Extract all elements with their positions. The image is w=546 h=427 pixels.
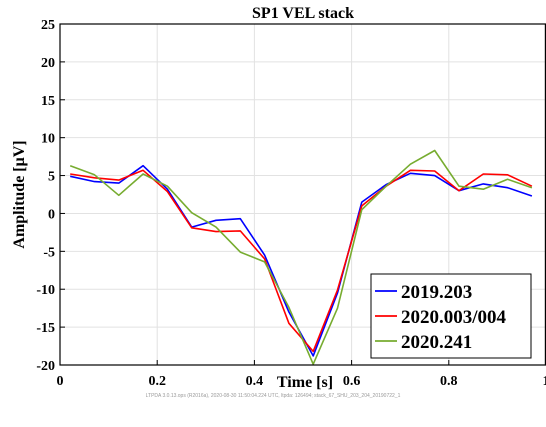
y-tick-label: -5 xyxy=(43,245,55,260)
x-tick-label: 0.6 xyxy=(343,374,361,389)
y-tick-label: 5 xyxy=(48,170,55,185)
legend: 2019.203 2020.003/004 2020.241 xyxy=(370,273,532,359)
x-tick-label: 0.8 xyxy=(440,374,458,389)
series-lines xyxy=(69,149,533,366)
y-tick-label: 20 xyxy=(41,56,55,71)
legend-label-0: 2019.203 xyxy=(401,282,472,303)
x-tick-label: 0 xyxy=(57,374,64,389)
y-axis-label: Amplitude [μV] xyxy=(11,140,28,248)
y-tick-label: -20 xyxy=(36,359,55,374)
chart-title: SP1 VEL stack xyxy=(252,5,354,22)
x-tick-label: 1 xyxy=(543,374,546,389)
y-tick-label: 15 xyxy=(41,94,55,109)
series-line-2 xyxy=(69,149,533,366)
legend-box xyxy=(370,273,532,359)
x-axis-label: Time [s] xyxy=(277,374,333,391)
y-tick-label: -15 xyxy=(36,321,55,336)
x-tick-label: 0.4 xyxy=(246,374,264,389)
y-tick-label: 10 xyxy=(41,132,55,147)
y-tick-label: 25 xyxy=(41,18,55,33)
ticks: 0 0.2 0.4 0.6 0.8 1 -20 -15 -10 -5 0 5 10 15 20 25 xyxy=(36,18,546,389)
footer-text: LTPDA 3.0.13.ops (R2016a), 2020-08-30 11… xyxy=(146,393,401,399)
legend-label-1: 2020.003/004 xyxy=(401,307,507,328)
y-tick-label: -10 xyxy=(36,283,55,298)
x-tick-label: 0.2 xyxy=(148,374,166,389)
legend-label-2: 2020.241 xyxy=(401,332,472,353)
plot-frame xyxy=(59,23,546,366)
y-tick-label: 0 xyxy=(48,207,55,222)
